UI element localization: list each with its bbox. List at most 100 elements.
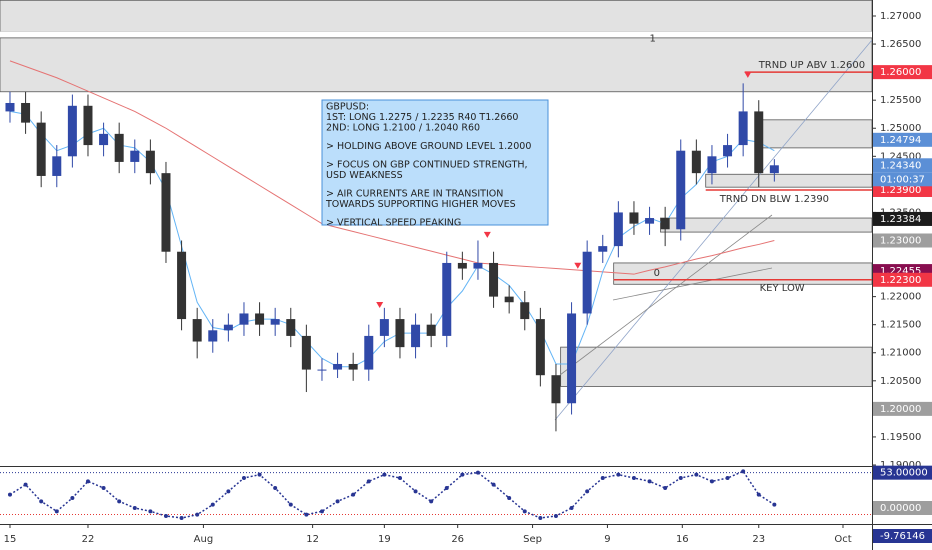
x-tick-label: 22 — [82, 534, 95, 545]
candle-body — [551, 375, 561, 404]
candle-body — [473, 262, 483, 269]
oscillator-dot — [772, 502, 777, 507]
x-tick-label: 12 — [306, 534, 319, 545]
note-line: > HOLDING ABOVE GROUND LEVEL 1.2000 — [326, 141, 531, 152]
candle-body — [598, 246, 608, 252]
candle-body — [442, 262, 452, 336]
price-tag-bg — [873, 132, 932, 147]
candle-body — [208, 330, 218, 342]
candle-body — [333, 363, 343, 370]
x-tick-label: 9 — [604, 534, 610, 545]
countdown-bg — [873, 172, 932, 187]
osc-tag: -7.28978 — [880, 517, 925, 528]
y-tick-label: 1.24500 — [880, 151, 921, 162]
oscillator-dot — [257, 472, 262, 477]
oscillator-dot — [132, 506, 137, 510]
candle-body — [317, 369, 327, 371]
oscillator-dot — [85, 479, 90, 484]
osc-tag-bg — [873, 529, 932, 543]
candle-body — [286, 319, 296, 336]
x-tick-label: 19 — [378, 534, 391, 545]
oscillator-dot — [522, 509, 527, 514]
marker — [376, 302, 384, 309]
price-tag-bg — [873, 65, 932, 80]
price-tag-bg — [873, 401, 932, 416]
y-tick-label: 1.26500 — [880, 39, 921, 50]
oscillator-dot — [569, 506, 574, 510]
oscillator-dot — [553, 514, 558, 518]
oscillator-dot — [663, 486, 668, 490]
candle-body — [613, 212, 623, 247]
y-tick-label: 1.25500 — [880, 95, 921, 106]
candle-body — [270, 319, 280, 325]
trend-line — [612, 267, 773, 301]
candle-body — [364, 335, 374, 370]
candle-body — [457, 262, 467, 269]
oscillator-dot — [163, 514, 168, 518]
y-tick-label: 1.21500 — [880, 320, 921, 331]
candle-body — [629, 212, 639, 224]
price-tag: 1.23900 — [880, 185, 921, 196]
countdown: 01:00:37 — [880, 174, 925, 185]
note-line: USD WEAKNESS — [326, 170, 403, 181]
level-label: 0 — [654, 268, 660, 279]
candle-body — [660, 218, 670, 230]
candle-body — [255, 313, 265, 325]
note-background — [321, 99, 549, 226]
oscillator-dot — [397, 476, 402, 480]
oscillator-dot — [647, 479, 652, 484]
zone — [0, 0, 873, 33]
candle-body — [411, 324, 421, 348]
annotation: 1 — [649, 33, 655, 44]
candle-body — [379, 319, 389, 336]
candle-body — [489, 262, 499, 297]
candle-body — [707, 156, 717, 174]
oscillator-dot — [616, 472, 621, 477]
candle-body — [723, 145, 733, 157]
x-tick-label: Oct — [834, 534, 851, 545]
candle-body — [535, 319, 545, 376]
trend-line — [559, 214, 773, 376]
oscillator-dot — [491, 482, 496, 487]
marker — [483, 231, 491, 238]
candle-body — [520, 302, 530, 320]
osc-tag-bg — [873, 515, 932, 529]
trend-line — [554, 39, 873, 421]
x-tick-label: 15 — [4, 534, 17, 545]
oscillator-dot — [70, 496, 75, 500]
oscillator-dot — [631, 476, 636, 480]
oscillator-dot — [413, 489, 418, 494]
candle-body — [348, 363, 358, 370]
oscillator-line — [9, 470, 775, 519]
osc-tag: 0.00000 — [880, 503, 921, 514]
oscillator-dot — [7, 492, 12, 497]
price-tag: 1.24794 — [880, 135, 921, 146]
x-tick-label: 16 — [676, 534, 689, 545]
candle-body — [676, 150, 686, 230]
oscillator-dot — [709, 479, 714, 484]
oscillator-dot — [678, 476, 683, 480]
oscillator-dot — [756, 492, 761, 497]
oscillator-dot — [694, 472, 699, 477]
price-tag: 1.23000 — [880, 235, 921, 246]
oscillator-dot — [335, 499, 340, 504]
candle-body — [223, 324, 233, 331]
candle-body — [145, 150, 155, 174]
oscillator-dot — [600, 476, 605, 480]
note-line: > AIR CURRENTS ARE IN TRANSITION — [326, 189, 503, 200]
oscillator-dot — [210, 502, 215, 507]
candle-body — [114, 133, 124, 162]
price-tag-bg — [873, 233, 932, 248]
candle-body — [769, 165, 779, 174]
osc-tag: 53.00000 — [880, 468, 928, 479]
note-line: 2ND: LONG 1.2100 / 1.2040 R60 — [326, 123, 480, 134]
oscillator-dot — [725, 476, 730, 480]
zone — [660, 217, 873, 233]
oscillator-dot — [54, 509, 59, 514]
candle-body — [5, 102, 15, 112]
oscillator-dot — [507, 496, 512, 500]
candle-body — [67, 105, 77, 157]
candle-body — [83, 105, 93, 146]
